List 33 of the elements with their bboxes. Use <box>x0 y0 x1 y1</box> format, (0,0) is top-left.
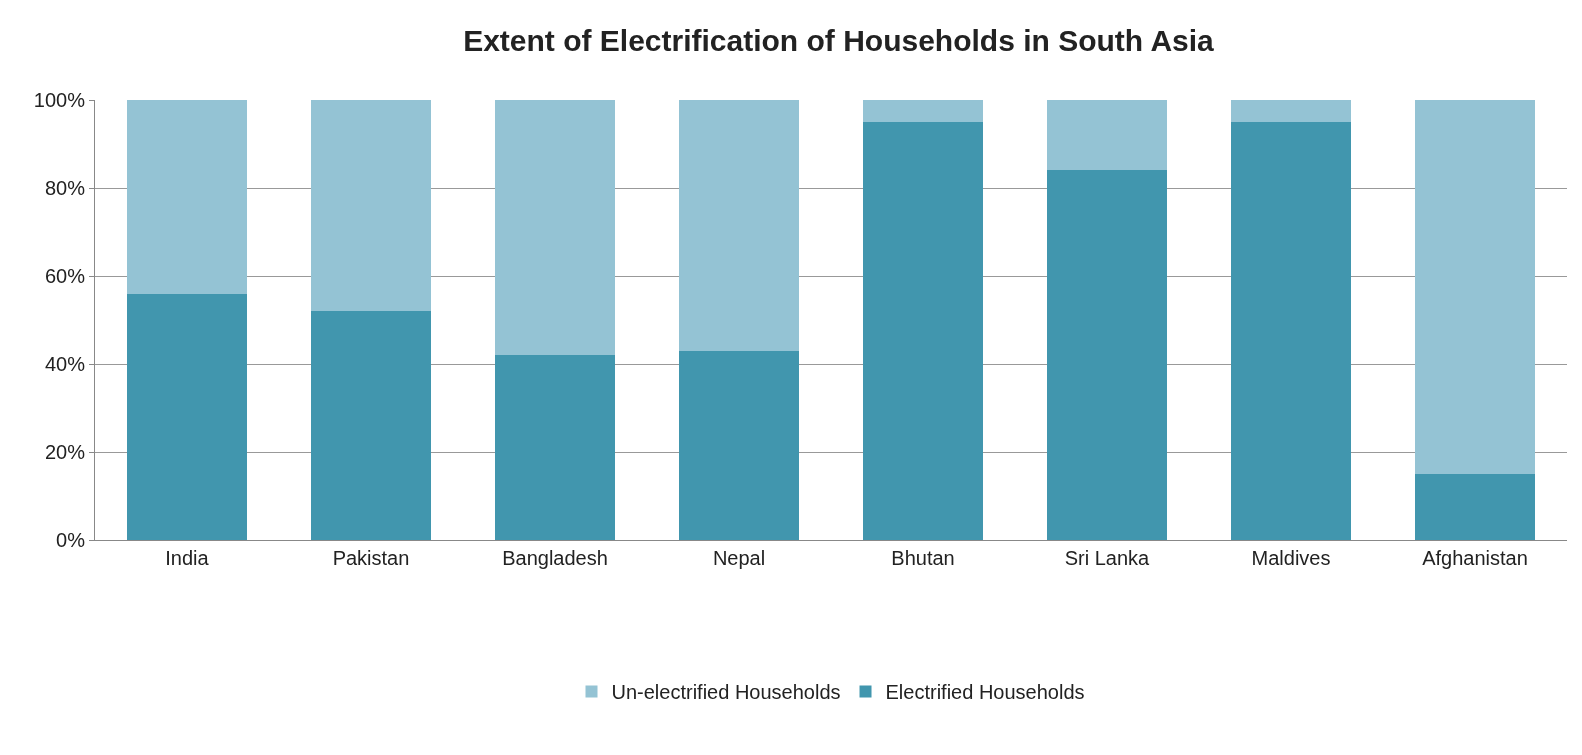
bar <box>1231 122 1351 540</box>
bar <box>311 100 431 312</box>
legend-label: Un-electrified Households <box>611 681 841 704</box>
bar <box>311 311 431 540</box>
bar <box>495 100 615 356</box>
bar <box>1047 100 1167 171</box>
bar <box>863 122 983 540</box>
y-tick-label: 100% <box>33 89 86 111</box>
bar <box>127 100 247 294</box>
x-tick-label: Pakistan <box>332 547 410 569</box>
x-tick-label: Bangladesh <box>502 547 608 569</box>
bar <box>679 350 799 540</box>
legend-label: Electrified Households <box>885 681 1085 704</box>
x-tick-label: Bhutan <box>891 547 955 569</box>
bar <box>1047 170 1167 540</box>
x-tick-label: Maldives <box>1251 547 1331 569</box>
bar <box>495 355 615 540</box>
x-tick-label: Sri Lanka <box>1064 547 1151 569</box>
x-tick-label: Nepal <box>712 547 766 569</box>
x-tick-label: Afghanistan <box>1422 547 1528 569</box>
x-tick-label: India <box>165 547 210 569</box>
bar <box>863 100 983 122</box>
y-tick-label: 20% <box>44 441 86 463</box>
bar <box>679 100 799 351</box>
bar <box>127 293 247 540</box>
bar <box>1415 474 1535 540</box>
y-tick-label: 60% <box>44 265 86 287</box>
y-tick-label: 0% <box>56 529 86 551</box>
y-tick-label: 80% <box>44 177 86 199</box>
bar <box>1415 100 1535 474</box>
chart-title: Extent of Electrification of Households in South Asia <box>463 24 1215 58</box>
y-tick-label: 40% <box>44 353 86 375</box>
bar <box>1231 100 1351 122</box>
